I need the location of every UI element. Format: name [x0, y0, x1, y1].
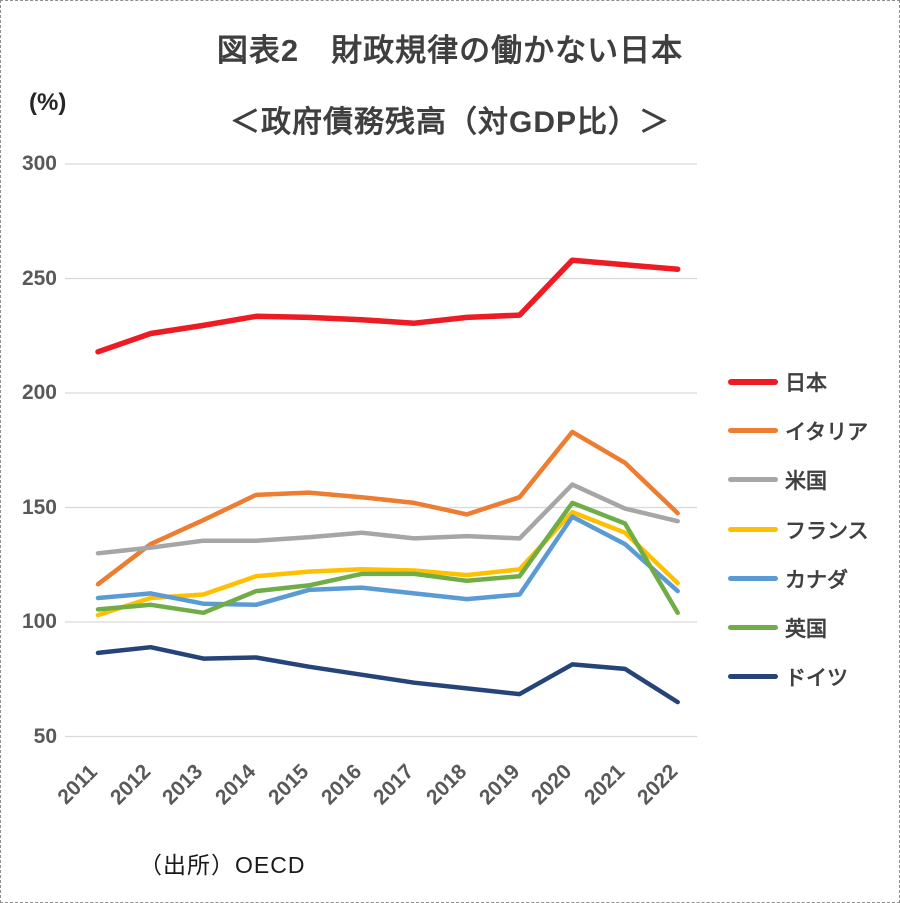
legend-label: カナダ	[785, 568, 848, 592]
legend-label: フランス	[785, 519, 869, 543]
series-line-usa	[95, 482, 680, 556]
legend-item-canada: カナダ	[728, 566, 848, 592]
legend-swatch-france-line-icon	[728, 527, 778, 532]
legend-label: 米国	[785, 469, 827, 493]
legend-swatch-uk-line-icon	[728, 625, 778, 630]
legend-label: イタリア	[785, 420, 869, 444]
y-tick-label: 150	[21, 496, 57, 519]
legend-item-japan: 日本	[728, 369, 827, 395]
y-tick-label: 200	[21, 381, 57, 404]
source-note: （出所）OECD	[139, 852, 306, 878]
legend-label: ドイツ	[785, 666, 848, 690]
legend-item-france: フランス	[728, 517, 869, 543]
legend-swatch-germany-line-icon	[728, 674, 778, 679]
figure-subtitle: ＜政府債務残高（対GDP比）＞	[229, 106, 670, 139]
legend-swatch-canada-line-icon	[728, 576, 778, 581]
series-line-italy	[95, 429, 680, 587]
y-tick-label: 50	[33, 725, 57, 748]
legend-swatch-usa-line-icon	[728, 477, 778, 482]
legend-label: 英国	[785, 617, 827, 641]
legend-label: 日本	[785, 371, 827, 395]
legend-item-italy: イタリア	[728, 418, 869, 444]
figure-title: 図表2 財政規律の働かない日本	[216, 33, 684, 68]
y-axis-unit-label: (%)	[29, 89, 67, 116]
legend-item-usa: 米国	[728, 467, 827, 493]
series-line-france	[95, 509, 680, 618]
legend-item-uk: 英国	[728, 615, 827, 641]
legend-swatch-japan-line-icon	[728, 378, 778, 385]
series-line-germany	[95, 644, 680, 705]
series-line-japan	[95, 257, 681, 355]
legend-item-germany: ドイツ	[728, 664, 848, 690]
legend-swatch-italy-line-icon	[728, 428, 778, 433]
y-tick-label: 300	[21, 152, 57, 175]
y-tick-label: 250	[21, 267, 57, 290]
y-tick-label: 100	[21, 610, 57, 633]
series-line-uk	[95, 500, 680, 616]
series-line-canada	[95, 514, 680, 608]
